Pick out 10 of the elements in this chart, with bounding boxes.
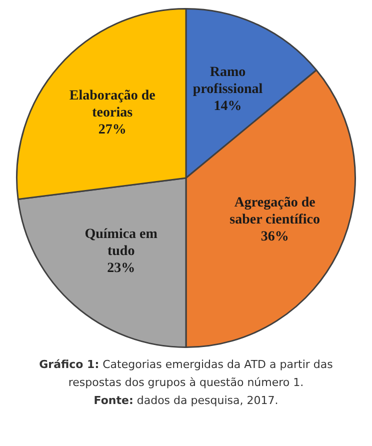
slice-label: Agregação de saber científico: [230, 195, 320, 228]
data-label: 27%: [98, 122, 126, 138]
data-label: 23%: [107, 261, 136, 276]
source-note: Fonte: dados da pesquisa, 2017.: [92, 393, 280, 409]
data-label: 14%: [214, 98, 242, 114]
data-label: 36%: [260, 229, 289, 244]
slice-label: Elaboração de teorias: [69, 88, 156, 121]
text: Gráfico 1: Categorias emergidas da ATD a partir das respostas dos grupos à questão número 1.: [38, 357, 334, 391]
slice-label: Química em tudo: [84, 227, 158, 260]
slice-label: Ramo profissional: [192, 64, 263, 97]
